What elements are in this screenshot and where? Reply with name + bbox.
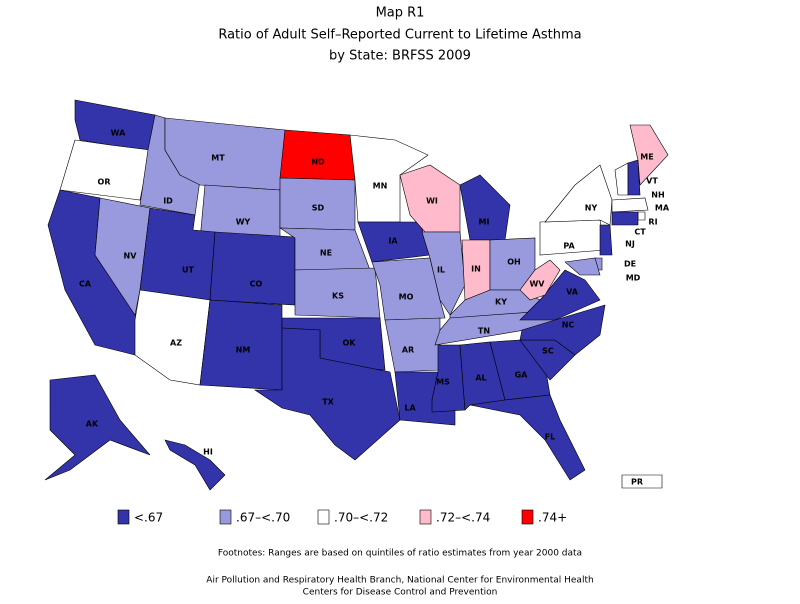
state	[459, 174, 511, 241]
legend-swatch	[117, 509, 130, 525]
state	[629, 124, 669, 186]
state	[279, 129, 356, 181]
state-label: MO	[399, 293, 414, 302]
state-label: SD	[312, 204, 325, 213]
state-label: VT	[646, 177, 658, 186]
state-label: NM	[236, 346, 251, 355]
state	[564, 257, 601, 276]
state-label: NC	[562, 321, 575, 330]
state	[621, 474, 663, 489]
state-label: AR	[402, 346, 414, 355]
state	[134, 289, 211, 386]
state-label: NV	[124, 252, 138, 261]
credit: Air Pollution and Respiratory Health Bra…	[206, 576, 593, 586]
legend-swatch	[419, 509, 432, 525]
state-label: CO	[250, 280, 263, 289]
state	[599, 224, 613, 256]
state-label: WY	[236, 218, 251, 227]
state-label: ID	[163, 197, 173, 206]
title: Ratio of Adult Self–Reported Current to …	[218, 28, 581, 43]
state-label: WA	[111, 129, 126, 138]
state	[614, 162, 629, 196]
state	[611, 211, 639, 226]
state	[44, 374, 151, 481]
state-label: DE	[624, 260, 636, 269]
state-label: AZ	[170, 339, 182, 348]
state-label: PA	[563, 242, 575, 251]
legend-label: .67–<.70	[236, 511, 290, 525]
state	[469, 394, 586, 481]
state-label: GA	[515, 371, 529, 380]
state	[59, 139, 151, 201]
state	[209, 231, 296, 306]
state-label: ND	[311, 158, 325, 167]
state-label: AL	[475, 374, 486, 383]
state-label: CA	[79, 280, 92, 289]
state-label: MI	[479, 218, 490, 227]
state-label: KY	[495, 298, 507, 307]
legend-label: .70–<.72	[334, 511, 388, 525]
legend-label: .74+	[538, 511, 567, 525]
state	[94, 197, 151, 316]
state	[164, 439, 226, 491]
state-label: OK	[343, 339, 357, 348]
title: by State: BRFSS 2009	[329, 49, 471, 64]
state	[611, 197, 649, 213]
legend-label: <.67	[134, 511, 163, 525]
state-label: IN	[471, 265, 481, 274]
state-label: VA	[566, 288, 579, 297]
state	[519, 304, 606, 356]
state-label: IA	[388, 237, 398, 246]
state	[519, 269, 601, 321]
state-label: IL	[437, 266, 445, 275]
state-label: UT	[182, 266, 194, 275]
state-label: CT	[634, 228, 646, 237]
state	[544, 164, 613, 226]
state-label: NH	[651, 191, 664, 200]
state-label: OH	[507, 258, 521, 267]
legend-swatch	[521, 509, 534, 525]
state-label: MN	[373, 182, 388, 191]
title: Map R1	[376, 6, 425, 21]
state-label: TN	[478, 327, 490, 336]
state-label: FL	[545, 433, 556, 442]
state-label: MD	[626, 274, 641, 283]
footnote: Footnotes: Ranges are based on quintiles…	[218, 549, 582, 559]
state-label: WI	[426, 197, 438, 206]
state	[254, 327, 401, 461]
state	[519, 259, 561, 301]
state-label: TX	[322, 398, 334, 407]
state-label: MT	[211, 154, 225, 163]
state	[627, 159, 641, 196]
state-label: LA	[404, 404, 416, 413]
state	[637, 211, 646, 221]
legend-label: .72–<.74	[436, 511, 490, 525]
state-label: NE	[320, 249, 332, 258]
legend-swatch	[219, 509, 232, 525]
legend-swatch	[317, 509, 330, 525]
state-label: MS	[436, 378, 450, 387]
state-label: NJ	[625, 240, 635, 249]
state-label: WV	[529, 280, 545, 289]
state-label: SC	[542, 347, 554, 356]
state-label: RI	[648, 218, 657, 227]
state-label: KS	[332, 292, 344, 301]
state-label: MA	[655, 204, 670, 213]
state-label: ME	[640, 153, 653, 162]
state-label: PR	[631, 478, 643, 487]
state-label: NY	[585, 204, 598, 213]
state	[349, 134, 429, 223]
state-label: HI	[203, 448, 213, 457]
state-label: AK	[86, 420, 99, 429]
credit: Centers for Disease Control and Preventi…	[303, 588, 498, 598]
state-label: OR	[98, 178, 111, 187]
